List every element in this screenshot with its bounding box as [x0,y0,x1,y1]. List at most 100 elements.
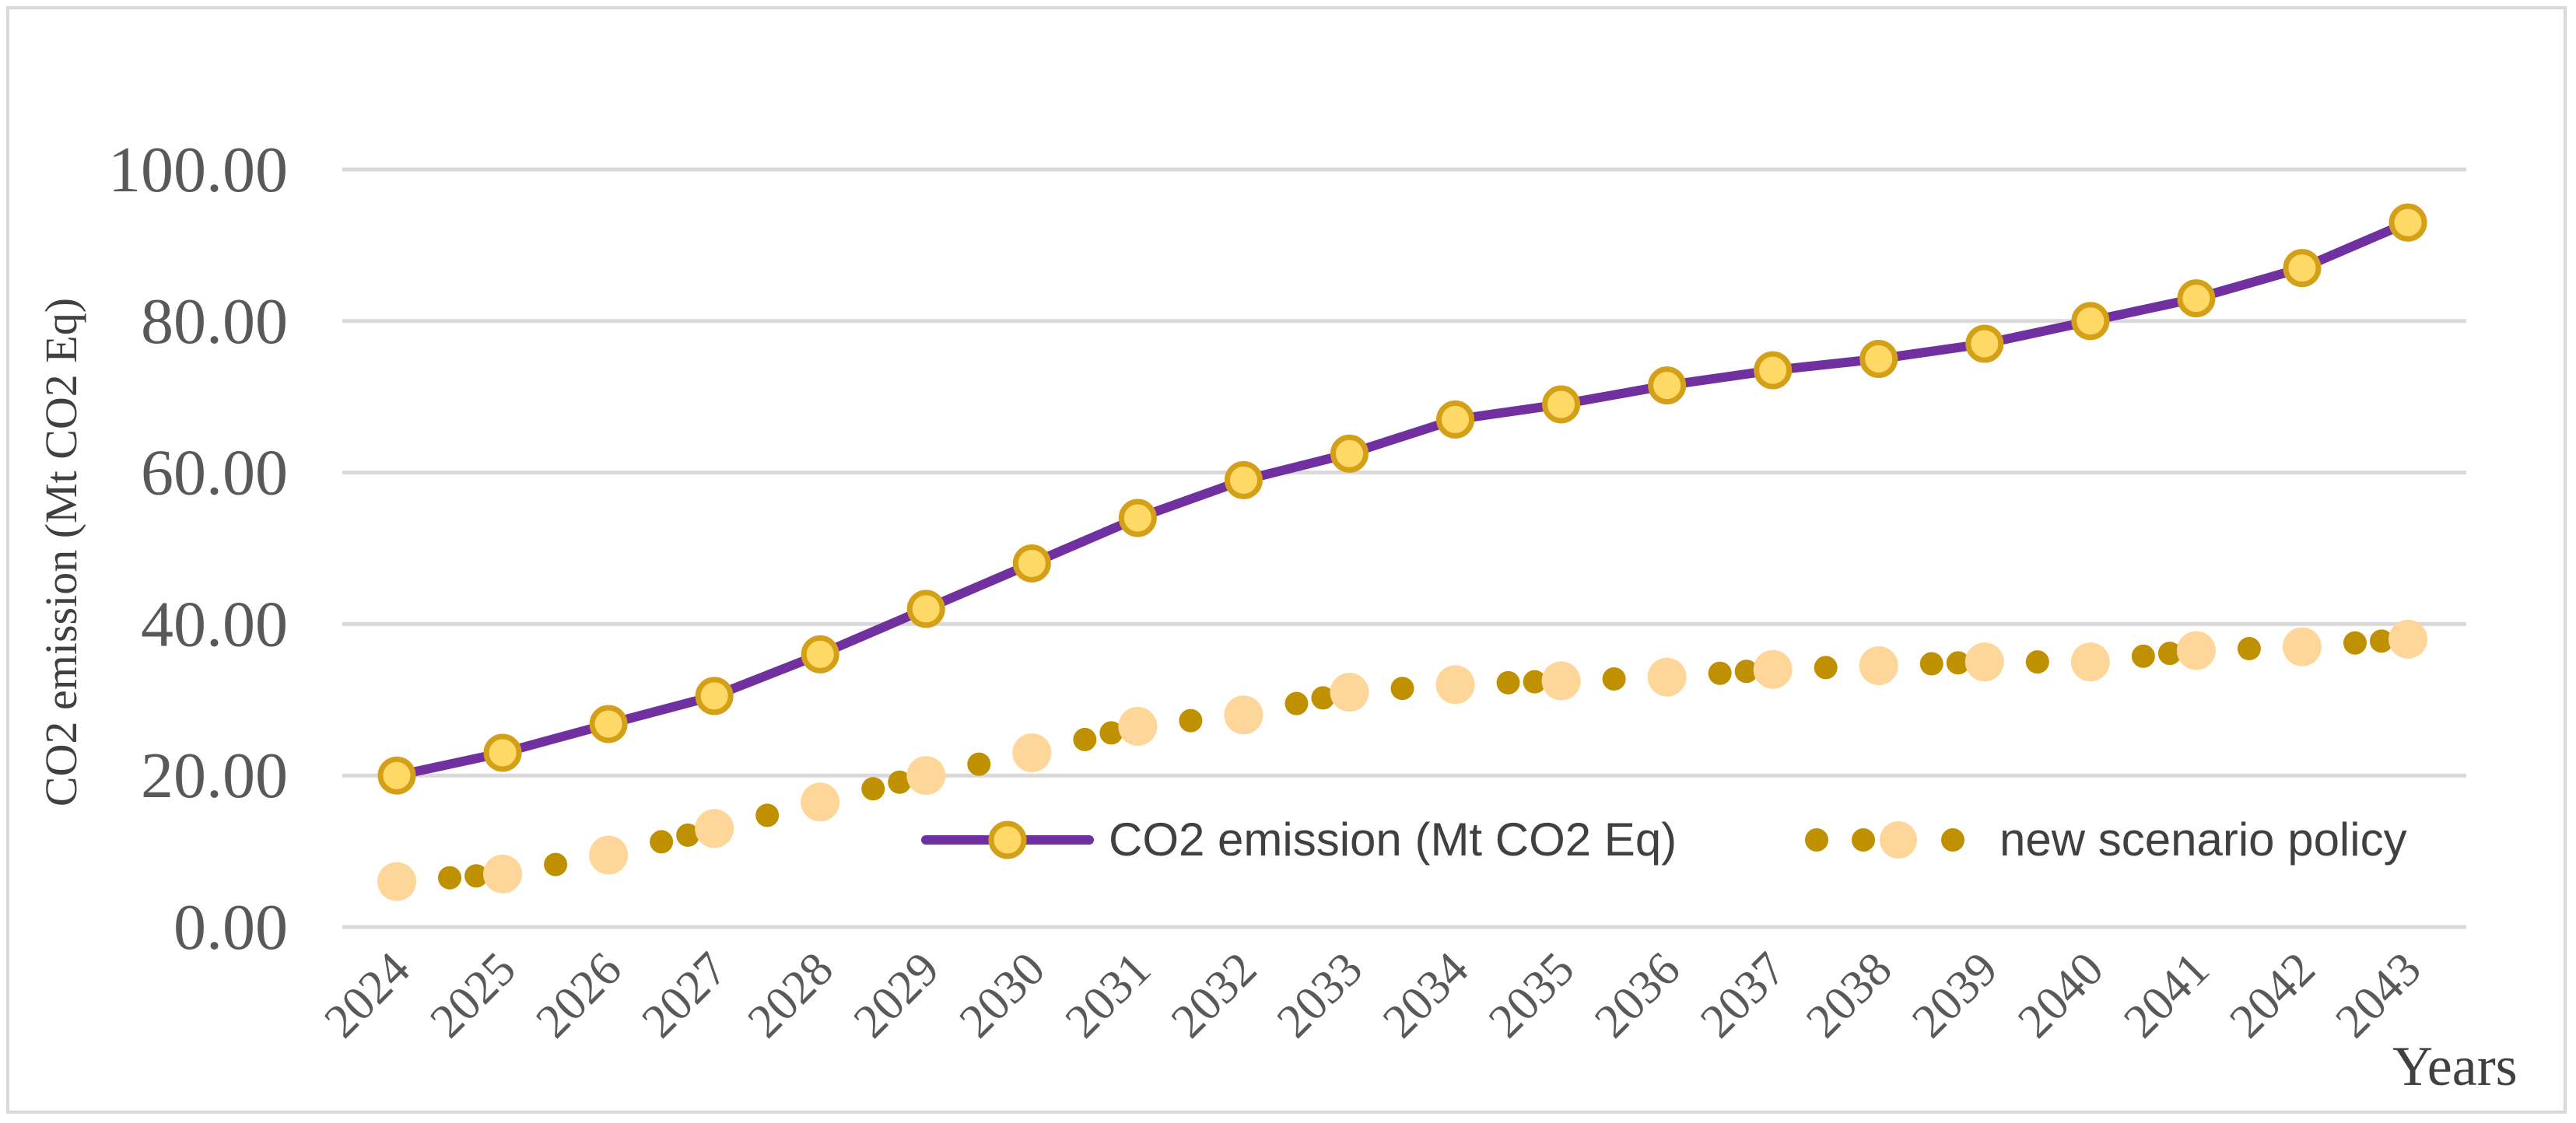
policy-point [801,782,840,822]
co2-emission-point [483,733,522,772]
policy-line-dot [2157,642,2182,666]
legend-swatch-policy-dot-2 [1852,828,1875,852]
co2-emission-point [2283,249,2322,288]
policy-point [2282,627,2322,666]
co2-emission-point [2177,279,2216,318]
policy-line-dot [438,866,462,890]
policy-point [2176,631,2216,670]
policy-line-dot [464,864,489,888]
x-tick-label: 2032 [1162,943,1267,1048]
policy-line-dot [676,823,700,847]
x-tick-label: 2037 [1691,943,1796,1048]
x-tick-label: 2040 [2008,943,2114,1048]
co2-emission-point [1224,460,1263,499]
policy-line-dot [2343,631,2367,655]
legend-swatch-policy-marker [1880,821,1917,859]
policy-point [2388,619,2427,659]
y-axis-title: CO2 emission (Mt CO2 Eq) [36,298,86,806]
co2-emission-point [377,756,416,795]
x-tick-label: 2042 [2220,943,2325,1048]
x-tick-labels: 2024 2025 2026 2027 2028 2029 2030 2031 2032 2033… [314,943,2431,1048]
co2-emission-point [1542,385,1581,424]
policy-point [1330,673,1369,712]
policy-point [906,756,946,796]
y-tick-label: 60.00 [141,437,288,509]
policy-line-dot [1814,656,1838,680]
x-tick-label: 2031 [1056,943,1162,1048]
policy-line-dot [1179,708,1203,733]
policy-point [589,835,629,875]
co2-emission-point [1648,366,1687,405]
x-tick-label: 2028 [738,943,843,1048]
x-tick-label: 2036 [1585,943,1691,1048]
policy-line-dot [1919,652,1943,676]
co2-emission-point [2388,203,2427,242]
legend-swatch-co2-marker [988,820,1027,859]
y-tick-label: 100.00 [108,134,288,206]
x-tick-label: 2038 [1796,943,1902,1048]
policy-line-dot [755,803,780,827]
policy-line-dot [650,830,674,854]
policy-line-dot [2025,650,2049,674]
policy-line-dot [1602,667,1626,691]
co2-emission-point [1330,434,1369,473]
policy-line-dot [967,752,991,776]
policy-point [1012,733,1052,772]
y-tick-label: 80.00 [141,285,288,358]
policy-line-dot [888,770,912,794]
legend-label-policy: new scenario policy [1999,813,2407,866]
co2-emission-point [1436,400,1475,439]
policy-line-dot [1496,670,1520,694]
policy-point [1753,649,1793,689]
x-tick-label: 2039 [1902,943,2008,1048]
policy-line-dot [2237,637,2261,661]
policy-point [483,854,523,894]
policy-line-dot [544,852,568,876]
policy-line-dot [2131,644,2155,668]
policy-line-dot [2369,629,2393,653]
policy-line-dot [1734,659,1758,684]
series-co2-emission [377,203,2427,795]
policy-point [695,809,734,848]
x-tick-label: 2029 [843,943,949,1048]
y-tick-label: 0.00 [173,891,288,964]
chart-frame [6,6,2567,1114]
y-tick-labels: 0.00 20.00 40.00 60.00 80.00 100.00 [108,134,288,964]
co2-emission-point [695,677,734,715]
policy-point [1224,695,1263,735]
co2-emission-point [1754,351,1793,390]
co2-emission-point [801,635,839,673]
policy-line-dot [1523,670,1547,694]
policy-line-dot [861,777,885,801]
x-tick-label: 2043 [2325,943,2431,1048]
co2-emission-point [2071,302,2110,341]
policy-point [1435,665,1475,705]
x-axis-title: Years [2392,1035,2518,1097]
policy-point [1118,706,1158,746]
policy-point [2070,642,2110,682]
legend-label-co2: CO2 emission (Mt CO2 Eq) [1109,813,1677,866]
x-tick-label: 2034 [1373,943,1479,1048]
gridlines [342,167,2466,929]
policy-point [1964,642,2004,682]
co2-emission-point [1965,324,2004,363]
policy-line-dot [1311,686,1335,710]
co2-emission-point [589,705,628,743]
co2-emission-point [1859,340,1898,378]
policy-point [377,862,416,901]
y-tick-label: 20.00 [141,740,288,812]
x-tick-label: 2041 [2114,943,2220,1048]
x-tick-label: 2024 [314,943,420,1048]
policy-line-dot [1946,651,1970,675]
x-tick-label: 2033 [1267,943,1373,1048]
policy-point [1541,661,1581,701]
co2-emission-point [1118,499,1157,537]
policy-line-dot [1284,691,1309,715]
co2-emission-point [906,589,945,628]
x-tick-label: 2027 [632,943,738,1048]
series-new-scenario-policy [377,619,2427,901]
legend-swatch-policy-dot-3 [1941,828,1964,852]
legend-swatch-policy-dot-1 [1805,828,1828,852]
x-tick-label: 2030 [949,943,1055,1048]
